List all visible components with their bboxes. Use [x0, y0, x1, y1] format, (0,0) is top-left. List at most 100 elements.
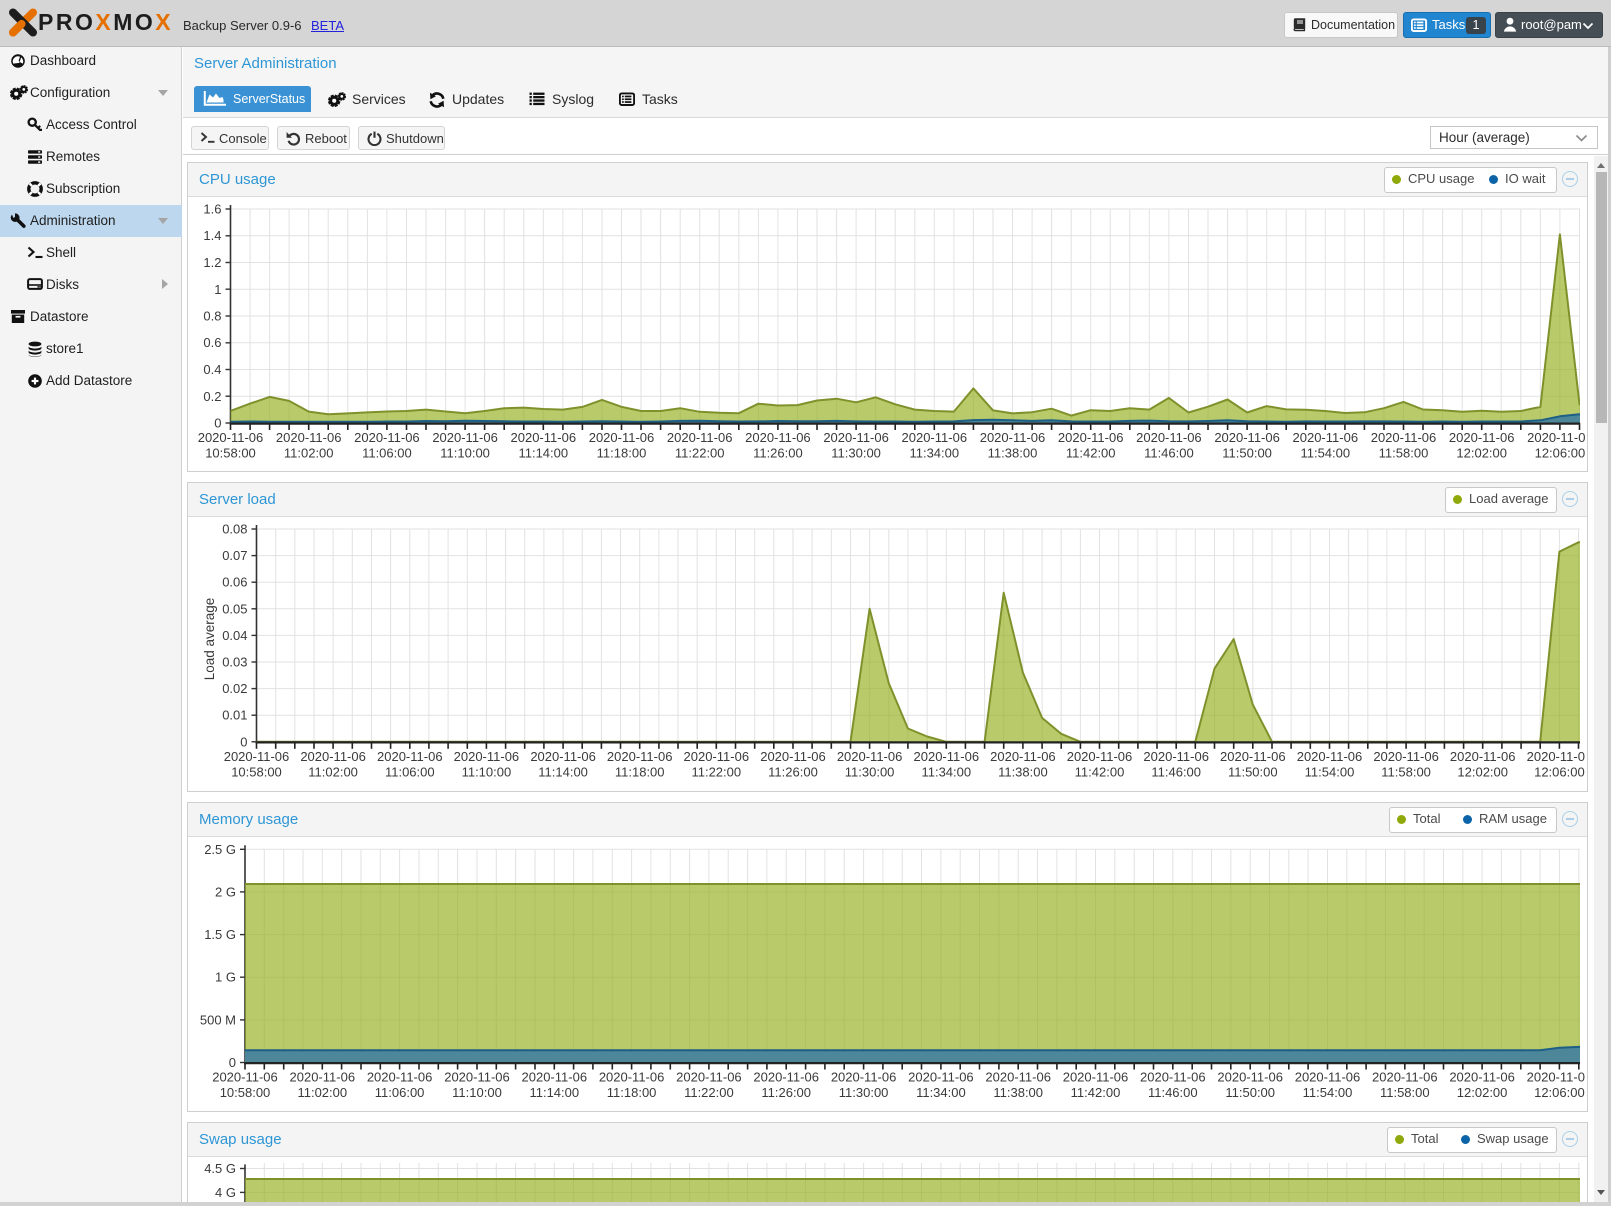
svg-text:2020-11-06: 2020-11-06: [224, 749, 290, 764]
svg-text:11:58:00: 11:58:00: [1379, 446, 1429, 461]
svg-text:2020-11-06: 2020-11-06: [1297, 749, 1363, 764]
svg-text:2020-11-06: 2020-11-06: [589, 430, 655, 445]
svg-text:2020-11-06: 2020-11-06: [823, 430, 889, 445]
svg-text:2020-11-06: 2020-11-06: [198, 430, 264, 445]
svg-text:2020-11-06: 2020-11-06: [1220, 749, 1286, 764]
svg-text:2020-11-06: 2020-11-06: [522, 1070, 588, 1085]
svg-text:2020-11-06: 2020-11-06: [1527, 749, 1585, 764]
svg-text:2020-11-06: 2020-11-06: [1449, 430, 1515, 445]
svg-text:11:06:00: 11:06:00: [362, 446, 412, 461]
svg-text:11:38:00: 11:38:00: [988, 446, 1038, 461]
svg-text:2020-11-06: 2020-11-06: [753, 1070, 819, 1085]
svg-text:12:02:00: 12:02:00: [1456, 446, 1507, 461]
svg-text:11:22:00: 11:22:00: [691, 764, 741, 779]
svg-text:2020-11-06: 2020-11-06: [444, 1070, 510, 1085]
svg-text:11:18:00: 11:18:00: [597, 446, 647, 461]
svg-text:2020-11-06: 2020-11-06: [212, 1070, 278, 1085]
svg-text:2020-11-06: 2020-11-06: [1373, 749, 1439, 764]
svg-text:11:06:00: 11:06:00: [375, 1085, 425, 1100]
svg-text:11:50:00: 11:50:00: [1228, 764, 1278, 779]
svg-text:12:06:00: 12:06:00: [1535, 446, 1585, 461]
svg-text:0.8: 0.8: [203, 309, 221, 324]
svg-text:11:02:00: 11:02:00: [284, 446, 334, 461]
svg-text:2020-11-06: 2020-11-06: [367, 1070, 433, 1085]
svg-text:10:58:00: 10:58:00: [205, 446, 256, 461]
svg-text:2020-11-06: 2020-11-06: [667, 430, 733, 445]
svg-text:500 M: 500 M: [200, 1012, 236, 1027]
svg-text:11:38:00: 11:38:00: [998, 764, 1048, 779]
svg-text:2020-11-06: 2020-11-06: [980, 430, 1046, 445]
svg-text:0.03: 0.03: [222, 655, 247, 670]
svg-text:1: 1: [214, 282, 221, 297]
svg-text:11:46:00: 11:46:00: [1151, 764, 1201, 779]
svg-text:11:30:00: 11:30:00: [845, 764, 895, 779]
svg-text:11:14:00: 11:14:00: [518, 446, 568, 461]
svg-text:11:34:00: 11:34:00: [909, 446, 959, 461]
svg-text:0.02: 0.02: [222, 681, 247, 696]
svg-text:2020-11-06: 2020-11-06: [684, 749, 750, 764]
svg-text:2020-11-06: 2020-11-06: [454, 749, 520, 764]
svg-text:2020-11-06: 2020-11-06: [1136, 430, 1202, 445]
svg-text:11:54:00: 11:54:00: [1303, 1085, 1353, 1100]
svg-text:1.5 G: 1.5 G: [204, 927, 236, 942]
svg-text:2020-11-06: 2020-11-06: [1527, 430, 1585, 445]
svg-text:2020-11-06: 2020-11-06: [1295, 1070, 1361, 1085]
svg-text:11:18:00: 11:18:00: [615, 764, 665, 779]
svg-text:11:46:00: 11:46:00: [1148, 1085, 1198, 1100]
svg-text:2020-11-06: 2020-11-06: [300, 749, 366, 764]
svg-text:2020-11-06: 2020-11-06: [1371, 430, 1437, 445]
svg-text:0.04: 0.04: [222, 628, 247, 643]
svg-text:2020-11-06: 2020-11-06: [985, 1070, 1051, 1085]
svg-text:2020-11-06: 2020-11-06: [432, 430, 498, 445]
svg-text:11:38:00: 11:38:00: [993, 1085, 1043, 1100]
svg-text:2020-11-06: 2020-11-06: [1067, 749, 1133, 764]
svg-text:11:18:00: 11:18:00: [607, 1085, 657, 1100]
svg-text:2020-11-06: 2020-11-06: [1143, 749, 1209, 764]
svg-text:11:06:00: 11:06:00: [385, 764, 435, 779]
svg-text:0: 0: [229, 1055, 236, 1070]
svg-text:11:42:00: 11:42:00: [1075, 764, 1125, 779]
svg-text:2020-11-06: 2020-11-06: [760, 749, 826, 764]
svg-text:2020-11-06: 2020-11-06: [511, 430, 577, 445]
svg-text:11:58:00: 11:58:00: [1381, 764, 1431, 779]
svg-text:2020-11-06: 2020-11-06: [599, 1070, 665, 1085]
svg-text:2020-11-06: 2020-11-06: [1527, 1070, 1585, 1085]
svg-text:12:06:00: 12:06:00: [1534, 1085, 1585, 1100]
svg-text:2020-11-06: 2020-11-06: [1450, 749, 1516, 764]
svg-text:4 G: 4 G: [215, 1185, 236, 1200]
svg-text:2020-11-06: 2020-11-06: [914, 749, 980, 764]
svg-text:11:02:00: 11:02:00: [308, 764, 358, 779]
svg-text:11:50:00: 11:50:00: [1225, 1085, 1275, 1100]
svg-text:11:54:00: 11:54:00: [1300, 446, 1350, 461]
svg-text:2020-11-06: 2020-11-06: [1293, 430, 1359, 445]
svg-text:12:06:00: 12:06:00: [1534, 764, 1585, 779]
svg-text:2020-11-06: 2020-11-06: [607, 749, 673, 764]
svg-text:11:58:00: 11:58:00: [1380, 1085, 1430, 1100]
svg-text:1 G: 1 G: [215, 970, 236, 985]
svg-text:2020-11-06: 2020-11-06: [837, 749, 903, 764]
svg-text:0: 0: [240, 734, 247, 749]
svg-text:11:34:00: 11:34:00: [916, 1085, 966, 1100]
svg-text:11:42:00: 11:42:00: [1071, 1085, 1121, 1100]
svg-text:12:02:00: 12:02:00: [1457, 764, 1508, 779]
svg-text:1.4: 1.4: [203, 228, 221, 243]
svg-text:11:26:00: 11:26:00: [768, 764, 818, 779]
svg-text:12:02:00: 12:02:00: [1457, 1085, 1508, 1100]
svg-text:11:10:00: 11:10:00: [440, 446, 490, 461]
svg-text:11:14:00: 11:14:00: [538, 764, 588, 779]
svg-text:11:26:00: 11:26:00: [761, 1085, 811, 1100]
svg-text:1.6: 1.6: [203, 202, 221, 217]
svg-text:11:42:00: 11:42:00: [1066, 446, 1116, 461]
svg-text:11:34:00: 11:34:00: [921, 764, 971, 779]
svg-text:2020-11-06: 2020-11-06: [1058, 430, 1124, 445]
svg-text:2020-11-06: 2020-11-06: [276, 430, 342, 445]
svg-text:2020-11-06: 2020-11-06: [354, 430, 420, 445]
svg-text:2020-11-06: 2020-11-06: [377, 749, 443, 764]
svg-text:2020-11-06: 2020-11-06: [902, 430, 968, 445]
svg-text:2020-11-06: 2020-11-06: [1217, 1070, 1283, 1085]
svg-text:11:54:00: 11:54:00: [1305, 764, 1355, 779]
svg-text:2020-11-06: 2020-11-06: [676, 1070, 742, 1085]
svg-text:11:22:00: 11:22:00: [675, 446, 725, 461]
svg-text:0.08: 0.08: [222, 522, 247, 537]
svg-text:0.6: 0.6: [203, 335, 221, 350]
